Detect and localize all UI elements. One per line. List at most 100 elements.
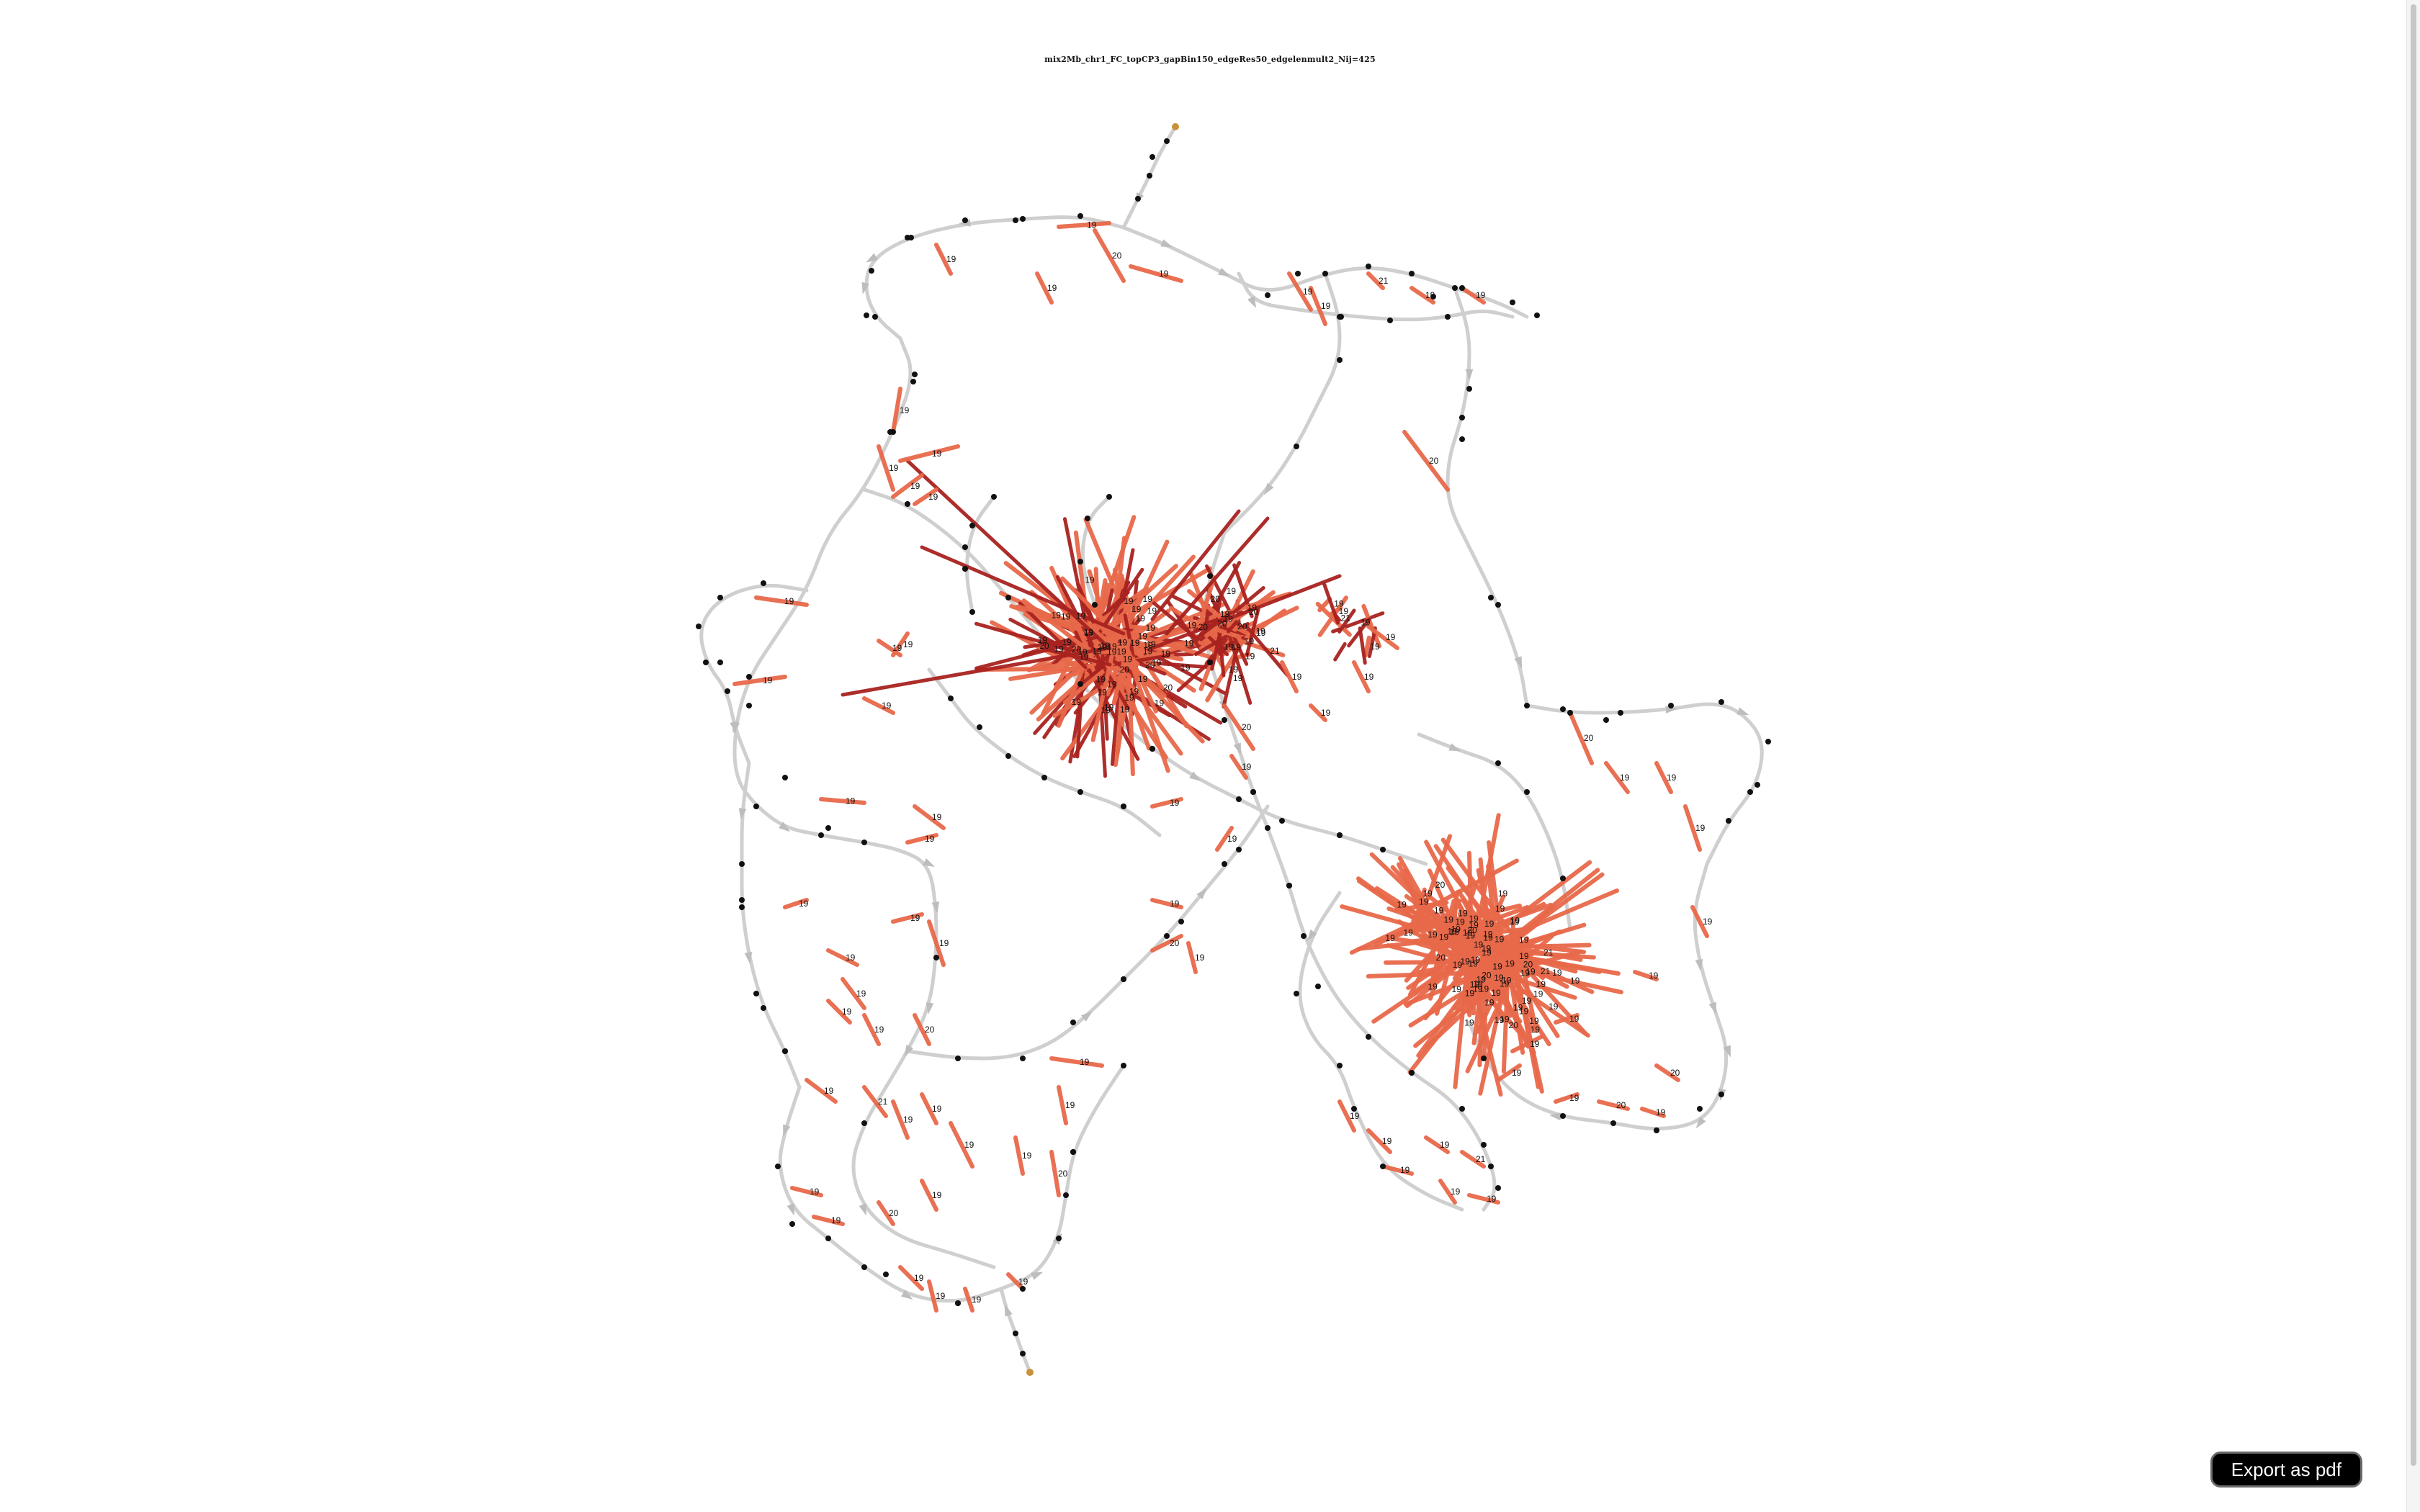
graph-node <box>1337 1063 1343 1068</box>
edge-weight-label: 19 <box>1434 906 1444 916</box>
edge-weight-label: 20 <box>1429 456 1439 466</box>
weighted-edge <box>783 898 809 909</box>
vertical-scrollbar[interactable] <box>2406 0 2420 1512</box>
graph-node <box>1618 710 1623 716</box>
edge-weight-label: 19 <box>1453 960 1463 970</box>
direction-arrow-icon <box>926 1002 934 1014</box>
graph-node <box>1041 775 1047 780</box>
edge-weight-label: 19 <box>972 1295 982 1305</box>
weighted-edge <box>1476 888 1620 952</box>
edge-weight-label: 19 <box>1397 900 1407 910</box>
graph-node <box>1452 285 1458 291</box>
edge-weight-label: 19 <box>889 463 899 473</box>
graph-node <box>1459 285 1465 291</box>
weighted-edge <box>1229 754 1248 780</box>
weighted-edge <box>1492 872 1605 956</box>
edge-weight-label: 19 <box>1419 896 1429 906</box>
edge-weight-label: 19 <box>1361 617 1371 627</box>
edge-weight-label: 19 <box>1084 627 1094 637</box>
graph-node <box>739 897 745 903</box>
graph-node <box>861 840 867 845</box>
graph-node <box>1409 271 1415 276</box>
weighted-edge <box>1333 642 1347 662</box>
weighted-edge <box>1369 852 1455 935</box>
direction-arrow-icon <box>1264 483 1274 495</box>
edge-weight-label: 19 <box>1107 642 1117 652</box>
edge-weight-label: 19 <box>1552 968 1562 978</box>
weighted-edge <box>920 1179 938 1212</box>
edge-weight-label: 19 <box>1464 1018 1474 1028</box>
edge-weight-label: 19 <box>1465 989 1475 999</box>
edge-weight-label: 19 <box>1483 930 1493 940</box>
graph-node <box>869 268 874 274</box>
edge-weight-label: 19 <box>1451 924 1461 934</box>
edge-weight-label: 19 <box>1483 933 1493 943</box>
grey-edge-path <box>1121 225 1529 319</box>
edge-weight-label: 19 <box>1062 637 1072 647</box>
weighted-edge <box>862 1013 881 1046</box>
scrollbar-thumb[interactable] <box>2411 4 2416 1466</box>
edge-weight-label: 19 <box>1116 647 1126 657</box>
edge-weight-label: 19 <box>1227 586 1237 596</box>
direction-arrow-icon <box>779 822 791 832</box>
direction-arrow-icon <box>931 901 940 914</box>
graph-node <box>1366 264 1371 269</box>
graph-node <box>1560 706 1566 712</box>
edge-weight-label: 19 <box>1131 604 1142 614</box>
weighted-edge <box>1381 1164 1414 1176</box>
graph-node <box>887 429 893 435</box>
edge-weight-label: 19 <box>1018 1277 1028 1287</box>
edge-weight-label: 19 <box>882 701 892 711</box>
export-pdf-button[interactable]: Export as pdf <box>2210 1452 2362 1488</box>
grey-edge-path <box>1265 826 1497 1212</box>
edge-weight-label: 19 <box>1339 606 1349 616</box>
terminal-node <box>1026 1369 1034 1376</box>
edge-weight-label: 19 <box>903 639 913 649</box>
edge-weight-label: 19 <box>1502 976 1512 986</box>
direction-arrow-icon <box>859 1203 866 1216</box>
graph-node <box>905 501 910 507</box>
weighted-edge <box>1690 905 1709 938</box>
edge-weight-label: 19 <box>1184 638 1194 648</box>
edge-weight-label: 19 <box>856 989 866 999</box>
weighted-edge <box>1373 919 1428 947</box>
weighted-edge <box>1186 941 1198 974</box>
edge-weight-label: 19 <box>1451 984 1461 994</box>
edge-weight-label: 19 <box>936 1291 946 1301</box>
graph-node <box>1207 573 1213 579</box>
graph-node <box>1495 602 1501 608</box>
weighted-edge <box>1414 887 1427 919</box>
graph-node <box>1121 976 1126 982</box>
grey-edge-path <box>1222 271 1342 535</box>
weighted-edge <box>949 1121 974 1169</box>
graph-node <box>739 861 745 867</box>
graph-node <box>818 832 824 838</box>
edge-weight-label: 19 <box>964 1140 974 1150</box>
weighted-edge <box>934 243 953 276</box>
edge-weight-label: 20 <box>1467 925 1477 935</box>
direction-arrow-icon <box>866 253 878 263</box>
graph-node <box>969 523 975 528</box>
edge-weight-label: 19 <box>1667 773 1677 783</box>
edge-weight-label: 19 <box>1510 917 1520 927</box>
edge-weight-label: 19 <box>824 1086 834 1096</box>
graph-node <box>703 660 709 665</box>
edge-weight-label: 19 <box>799 899 809 909</box>
edge-weight-label: 19 <box>1530 1039 1540 1049</box>
graph-node <box>1135 196 1141 202</box>
edge-weight-label: 19 <box>1138 674 1148 684</box>
edge-weight-label: 19 <box>1101 641 1111 651</box>
graph-node <box>977 724 982 730</box>
edge-weight-label: 19 <box>1079 652 1089 662</box>
graph-node <box>861 1264 867 1270</box>
edge-weight-label: 19 <box>1038 635 1048 645</box>
edge-weight-label: 19 <box>1076 611 1086 621</box>
graph-node <box>717 595 723 600</box>
edge-weight-label: 20 <box>1482 970 1492 980</box>
edge-weight-label: 19 <box>1569 1093 1579 1103</box>
edge-weight-label: 19 <box>1084 628 1094 638</box>
direction-arrow-icon <box>786 1203 794 1216</box>
direction-arrow-icon <box>1465 369 1474 381</box>
edge-weight-label: 19 <box>1229 665 1239 675</box>
